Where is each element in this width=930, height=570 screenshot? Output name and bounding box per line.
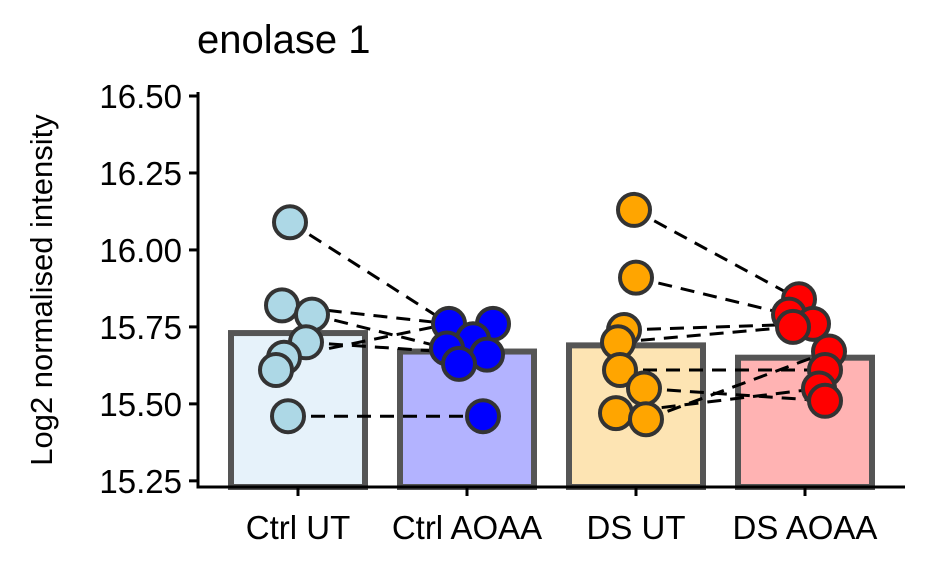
x-tick-label: Ctrl AOAA (392, 509, 542, 546)
data-point (626, 370, 662, 407)
y-tick-label: 15.25 (99, 463, 182, 500)
data-point (807, 382, 843, 419)
data-point (264, 287, 300, 324)
pair-line (643, 386, 826, 403)
x-tick-label: DS UT (587, 509, 686, 546)
data-point (258, 352, 294, 389)
data-point (270, 398, 306, 435)
y-tick-label: 16.00 (99, 232, 182, 269)
data-point (441, 345, 477, 382)
y-tick-label: 16.50 (99, 78, 182, 115)
y-tick-labels: 15.25 15.50 15.75 16.00 16.25 16.50 (99, 78, 182, 500)
points-layer (258, 191, 847, 438)
pair-line (635, 276, 790, 317)
pair-line (633, 208, 800, 301)
pair-line (617, 325, 794, 344)
data-point (272, 204, 308, 241)
x-tick-labels: Ctrl UT Ctrl AOAA DS UT DS AOAA (246, 509, 878, 546)
y-tick-label: 16.25 (99, 155, 182, 192)
y-axis-title: Log2 normalised intensity (24, 114, 59, 466)
x-tick-label: Ctrl UT (246, 509, 350, 546)
axes-layer (189, 92, 905, 496)
data-point (465, 398, 501, 435)
pair-line (645, 350, 830, 421)
data-point (775, 308, 811, 345)
data-point (616, 191, 652, 228)
pair-line (289, 220, 474, 341)
data-point (598, 395, 634, 432)
chart-title: enolase 1 (197, 18, 371, 62)
y-tick-label: 15.50 (99, 386, 182, 423)
data-point (618, 259, 654, 296)
y-tick-label: 15.75 (99, 309, 182, 346)
pair-line (623, 322, 814, 332)
data-point (602, 352, 638, 389)
bars-layer (228, 330, 875, 490)
x-tick-label: DS AOAA (733, 509, 878, 546)
pair-line (311, 313, 448, 350)
data-point (628, 401, 664, 438)
